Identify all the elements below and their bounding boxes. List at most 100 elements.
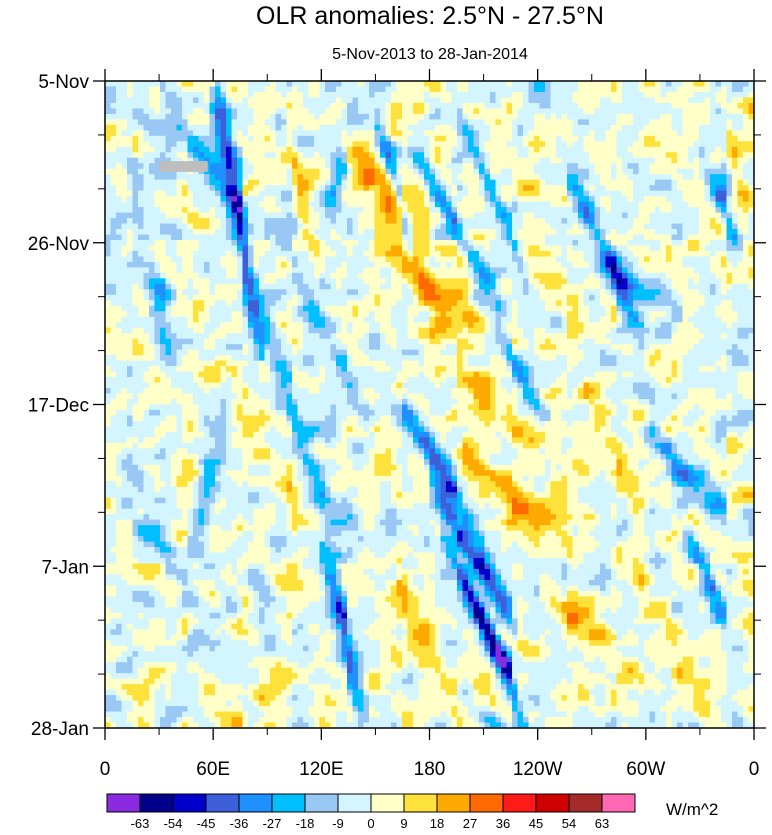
heatmap-cell bbox=[264, 97, 271, 104]
heatmap-cell bbox=[572, 174, 579, 181]
heatmap-cell bbox=[523, 201, 530, 208]
heatmap-cell bbox=[616, 218, 623, 225]
heatmap-cell bbox=[666, 300, 673, 307]
heatmap-cell bbox=[638, 240, 645, 247]
heatmap-cell bbox=[347, 245, 354, 252]
heatmap-cell bbox=[583, 278, 590, 285]
heatmap-cell bbox=[352, 108, 359, 115]
heatmap-cell bbox=[693, 201, 700, 208]
heatmap-cell bbox=[748, 157, 754, 164]
heatmap-cell bbox=[209, 108, 216, 115]
heatmap-cell bbox=[660, 185, 667, 192]
heatmap-cell bbox=[275, 278, 282, 285]
heatmap-cell bbox=[396, 102, 403, 110]
heatmap-cell bbox=[682, 190, 689, 197]
heatmap-cell bbox=[589, 91, 596, 99]
heatmap-cell bbox=[231, 81, 238, 88]
heatmap-cell bbox=[688, 218, 695, 225]
heatmap-cell bbox=[693, 168, 700, 175]
heatmap-cell bbox=[286, 272, 293, 279]
heatmap-cell bbox=[380, 272, 387, 279]
heatmap-cell bbox=[693, 207, 700, 214]
heatmap-cell bbox=[704, 146, 711, 153]
heatmap-cell bbox=[726, 179, 733, 186]
heatmap-cell bbox=[303, 289, 310, 296]
heatmap-cell bbox=[440, 229, 447, 236]
heatmap-cell bbox=[270, 119, 277, 126]
heatmap-cell bbox=[561, 163, 568, 170]
heatmap-cell bbox=[688, 234, 695, 241]
heatmap-cell bbox=[638, 185, 645, 192]
heatmap-cell bbox=[270, 240, 277, 247]
heatmap-cell bbox=[479, 234, 486, 241]
heatmap-cell bbox=[501, 81, 508, 88]
heatmap-cell bbox=[165, 272, 172, 279]
heatmap-cell bbox=[176, 174, 183, 181]
heatmap-cell bbox=[369, 102, 376, 110]
heatmap-cell bbox=[523, 174, 530, 181]
heatmap-cell bbox=[512, 97, 519, 104]
heatmap-cell bbox=[600, 267, 607, 274]
heatmap-cell bbox=[644, 108, 651, 115]
heatmap-cell bbox=[468, 179, 475, 186]
heatmap-cell bbox=[330, 267, 337, 274]
heatmap-cell bbox=[644, 229, 651, 236]
heatmap-cell bbox=[380, 240, 387, 247]
heatmap-cell bbox=[264, 245, 271, 252]
heatmap-cell bbox=[319, 135, 326, 142]
heatmap-cell bbox=[704, 250, 711, 258]
heatmap-cell bbox=[484, 196, 491, 203]
heatmap-cell bbox=[160, 124, 167, 131]
heatmap-cell bbox=[253, 135, 260, 142]
heatmap-cell bbox=[402, 190, 409, 197]
heatmap-cell bbox=[226, 97, 233, 104]
heatmap-cell bbox=[594, 294, 601, 301]
heatmap-cell bbox=[336, 135, 343, 142]
heatmap-cell bbox=[396, 267, 403, 274]
heatmap-cell bbox=[490, 245, 497, 252]
heatmap-cell bbox=[506, 91, 513, 99]
heatmap-cell bbox=[314, 86, 321, 93]
heatmap-cell bbox=[534, 240, 541, 247]
heatmap-cell bbox=[336, 272, 343, 279]
heatmap-cell bbox=[198, 305, 205, 312]
heatmap-cell bbox=[567, 130, 574, 137]
heatmap-cell bbox=[550, 174, 557, 181]
heatmap-cell bbox=[292, 130, 299, 137]
heatmap-cell bbox=[638, 305, 645, 312]
heatmap-cell bbox=[352, 102, 359, 110]
heatmap-cell bbox=[264, 124, 271, 131]
heatmap-cell bbox=[138, 218, 145, 225]
heatmap-cell bbox=[435, 152, 442, 159]
heatmap-cell bbox=[226, 267, 233, 274]
heatmap-cell bbox=[176, 157, 183, 164]
heatmap-cell bbox=[721, 272, 728, 279]
heatmap-cell bbox=[528, 305, 535, 312]
heatmap-cell bbox=[710, 141, 717, 148]
heatmap-cell bbox=[600, 108, 607, 115]
heatmap-cell bbox=[644, 190, 651, 197]
heatmap-cell bbox=[275, 207, 282, 214]
heatmap-cell bbox=[682, 91, 689, 99]
heatmap-cell bbox=[462, 146, 469, 153]
heatmap-cell bbox=[677, 272, 684, 279]
heatmap-cell bbox=[429, 212, 436, 219]
heatmap-cell bbox=[682, 97, 689, 104]
heatmap-cell bbox=[325, 250, 332, 258]
heatmap-cell bbox=[396, 97, 403, 104]
heatmap-cell bbox=[473, 135, 480, 142]
heatmap-cell bbox=[385, 212, 392, 219]
heatmap-cell bbox=[451, 185, 458, 192]
heatmap-cell bbox=[215, 267, 222, 274]
heatmap-cell bbox=[286, 256, 293, 263]
heatmap-cell bbox=[182, 278, 189, 285]
heatmap-cell bbox=[462, 283, 469, 290]
heatmap-cell bbox=[693, 146, 700, 153]
heatmap-cell bbox=[638, 157, 645, 164]
heatmap-cell bbox=[743, 157, 750, 164]
heatmap-cell bbox=[259, 119, 266, 126]
heatmap-cell bbox=[748, 261, 754, 269]
heatmap-cell bbox=[572, 300, 579, 307]
heatmap-cell bbox=[726, 163, 733, 170]
heatmap-cell bbox=[369, 130, 376, 137]
